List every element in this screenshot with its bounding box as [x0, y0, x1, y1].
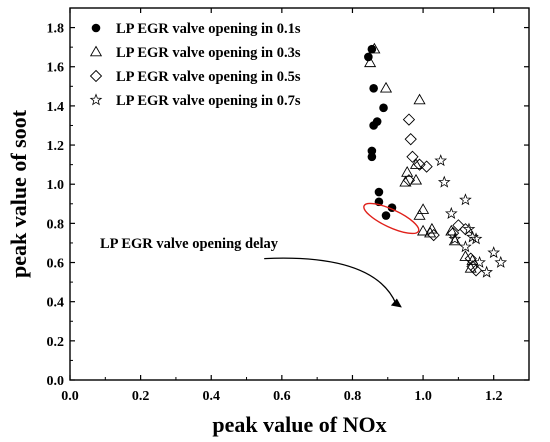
- y-tick-label: 1.2: [47, 139, 65, 154]
- arrow-head-icon: [390, 298, 402, 308]
- x-tick-label: 0.8: [344, 389, 362, 404]
- data-point-series-3: [459, 223, 472, 236]
- data-point-series-2: [413, 93, 426, 105]
- data-point-series-4: [437, 175, 451, 188]
- data-point-series-3: [464, 252, 477, 265]
- x-tick-label: 0.0: [61, 389, 79, 404]
- legend-label: LP EGR valve opening in 0.5s: [116, 69, 301, 85]
- data-point-series-3: [452, 219, 465, 232]
- y-tick-label: 0.0: [47, 374, 65, 389]
- legend-marker: [91, 23, 101, 33]
- data-point-series-4: [487, 246, 501, 259]
- legend-label: LP EGR valve opening in 0.3s: [116, 45, 301, 61]
- x-tick-label: 0.4: [202, 389, 220, 404]
- data-point-series-4: [462, 222, 476, 235]
- y-tick-label: 1.6: [47, 61, 65, 76]
- data-point-series-1: [374, 187, 384, 197]
- data-point-series-1: [367, 44, 377, 54]
- data-point-series-2: [399, 175, 412, 187]
- y-axis-title: peak value of soot: [6, 109, 31, 278]
- legend-label: LP EGR valve opening in 0.7s: [116, 93, 301, 109]
- data-point-series-3: [466, 260, 479, 273]
- x-tick-label: 0.6: [273, 389, 291, 404]
- data-points: [363, 42, 508, 278]
- data-point-series-2: [368, 42, 381, 54]
- data-point-series-2: [445, 224, 458, 236]
- annotation: LP EGR valve opening delay: [100, 236, 402, 308]
- data-point-series-4: [494, 255, 508, 268]
- data-point-series-2: [417, 203, 430, 214]
- data-point-series-4: [473, 255, 486, 268]
- data-point-series-4: [469, 232, 483, 245]
- data-point-series-3: [446, 227, 460, 240]
- y-tick-label: 1.8: [47, 22, 65, 37]
- legend-marker: [89, 45, 103, 57]
- plot-frame: [69, 7, 530, 381]
- annotation-arrow: [264, 257, 397, 304]
- data-point-series-3: [427, 228, 440, 242]
- y-tick-label: 0.2: [47, 335, 65, 350]
- data-point-series-3: [413, 158, 426, 171]
- data-point-series-3: [404, 133, 417, 146]
- data-point-series-3: [420, 160, 433, 173]
- x-tick-label: 1.0: [414, 389, 432, 404]
- data-point-series-4: [459, 193, 472, 206]
- highlight-ellipse: [363, 202, 420, 235]
- axis-ticks: 0.0 0.2 0.4 0.6 0.8 1.0 1.2 0.0 0.2 0.4 0.6 0.8 1.0 1…: [47, 8, 529, 404]
- legend-marker: [89, 69, 103, 83]
- data-point-series-1: [367, 152, 377, 162]
- data-point-series-2: [379, 81, 393, 93]
- data-point-series-4: [434, 154, 448, 167]
- data-point-series-4: [444, 206, 458, 219]
- legend-label: LP EGR valve opening in 0.1s: [116, 21, 301, 37]
- data-point-series-3: [402, 113, 416, 126]
- y-tick-label: 0.8: [47, 217, 65, 232]
- y-tick-label: 1.4: [47, 100, 65, 115]
- data-point-series-3: [406, 150, 419, 163]
- data-point-series-2: [409, 158, 423, 169]
- legend: LP EGR valve opening in 0.1s LP EGR valve…: [89, 21, 301, 109]
- data-point-series-1: [379, 103, 388, 113]
- data-point-series-4: [459, 240, 472, 253]
- plot-area: [69, 7, 530, 381]
- data-point-series-2: [417, 224, 430, 236]
- data-point-series-1: [364, 52, 373, 62]
- data-point-series-2: [364, 56, 377, 68]
- data-point-series-4: [480, 265, 493, 278]
- data-point-series-3: [469, 264, 483, 277]
- annotation-label: LP EGR valve opening delay: [100, 236, 279, 252]
- x-tick-label: 0.2: [132, 389, 150, 404]
- y-tick-label: 0.4: [47, 296, 65, 311]
- x-axis-title: peak value of NOx: [212, 412, 386, 437]
- data-point-series-3: [402, 174, 416, 187]
- data-point-series-1: [372, 117, 382, 126]
- data-point-series-1: [381, 211, 391, 220]
- data-point-series-2: [413, 209, 426, 220]
- y-tick-label: 1.0: [47, 178, 65, 193]
- data-point-series-4: [448, 232, 462, 245]
- y-tick-label: 0.6: [47, 257, 65, 272]
- x-tick-label: 1.2: [485, 389, 503, 404]
- data-point-series-1: [369, 83, 378, 93]
- legend-marker: [89, 93, 103, 106]
